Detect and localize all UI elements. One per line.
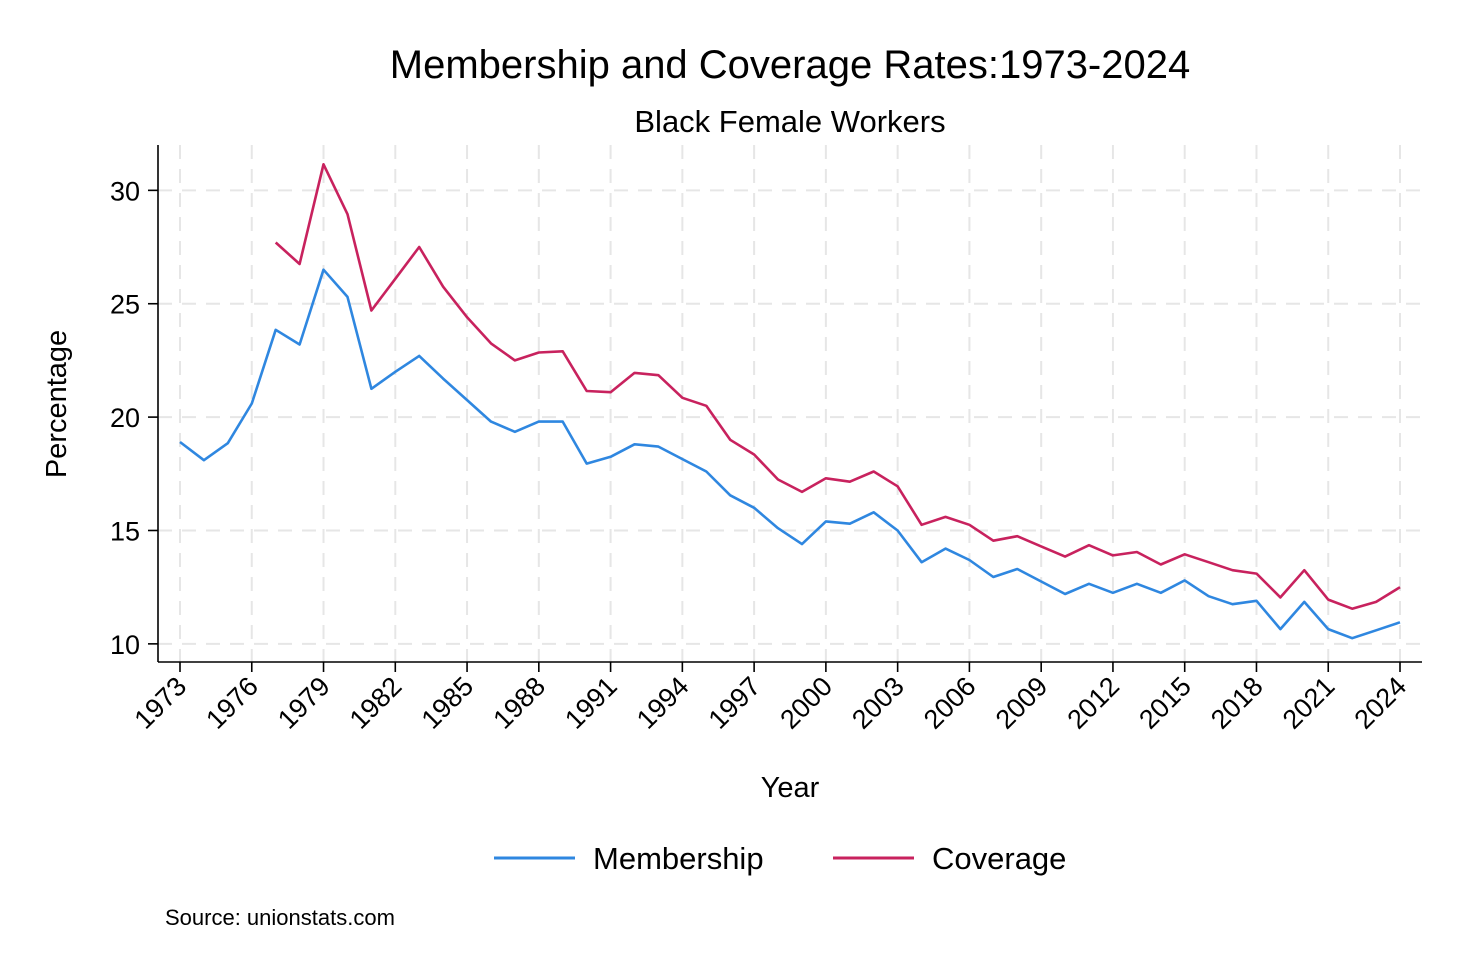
legend-label-coverage: Coverage	[932, 841, 1066, 876]
y-tick-label-30: 30	[110, 176, 140, 206]
y-tick-label-25: 25	[110, 290, 140, 320]
series-line-membership	[179, 268, 1401, 640]
chart-title: Membership and Coverage Rates:1973-2024	[390, 43, 1191, 87]
source-note: Source: unionstats.com	[165, 905, 395, 930]
legend-label-membership: Membership	[593, 841, 764, 876]
gridlines	[158, 145, 1422, 662]
plot-area	[179, 163, 1401, 640]
chart-subtitle: Black Female Workers	[634, 104, 945, 139]
x-axis-label: Year	[761, 772, 820, 804]
y-axis-label: Percentage	[41, 330, 73, 478]
y-tick-label-20: 20	[110, 403, 140, 433]
y-tick-label-15: 15	[110, 516, 140, 546]
y-tick-label-10: 10	[110, 630, 140, 660]
legend: Membership Coverage	[494, 841, 1066, 876]
series-line-coverage	[274, 163, 1401, 611]
